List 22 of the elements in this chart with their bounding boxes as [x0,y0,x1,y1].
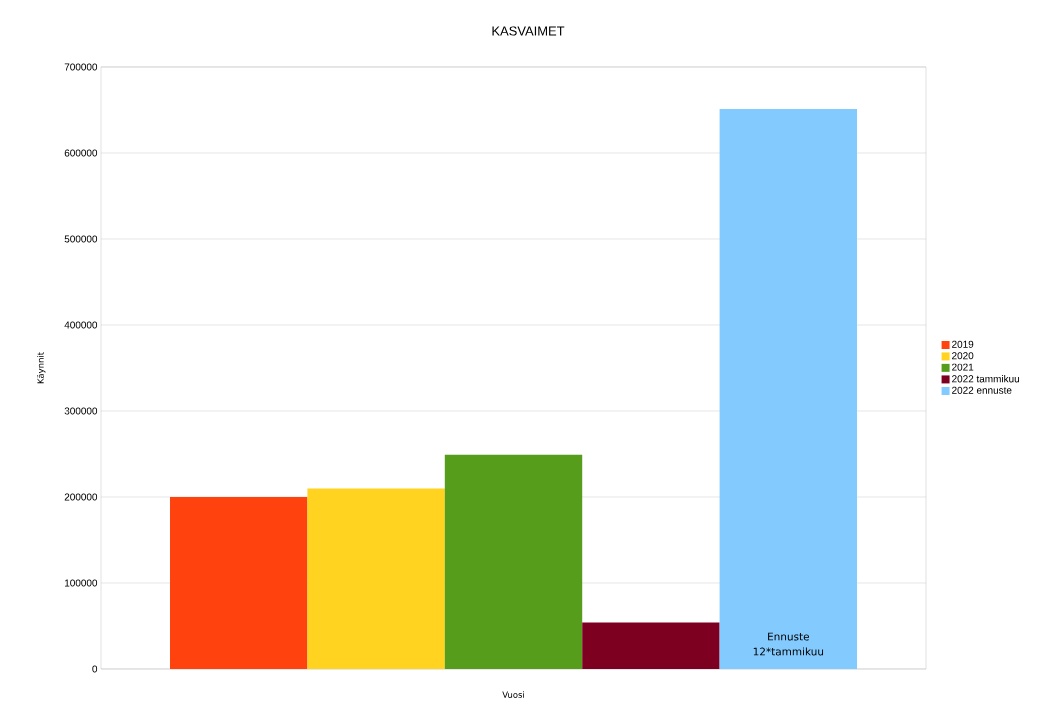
annotation: Ennuste 12*tammikuu [753,632,824,656]
legend-label: 2022 ennuste [952,386,1012,394]
y-tick-label: 600000 [64,149,98,157]
bar [582,622,720,669]
legend-label: 2022 tammikuu [952,375,1019,383]
y-tick-label: 500000 [64,235,98,243]
y-axis-title: Käynnit [37,352,46,384]
bar [170,496,308,669]
y-tick-label: 700000 [64,63,98,71]
bar [444,454,583,669]
y-tick-label: 400000 [64,321,98,329]
y-tick-label: 300000 [64,407,98,415]
bar [307,488,445,669]
bar [719,109,858,669]
y-tick-label: 200000 [64,493,98,501]
y-tick-label: 100000 [65,579,98,587]
chart-title: KASVAIMET [492,26,565,36]
legend-label: 2021 [952,363,974,371]
legend-label: 2019 [952,340,974,348]
x-axis-title: Vuosi [502,691,524,698]
legend-label: 2020 [952,352,974,360]
y-tick-label: 0 [92,665,98,673]
